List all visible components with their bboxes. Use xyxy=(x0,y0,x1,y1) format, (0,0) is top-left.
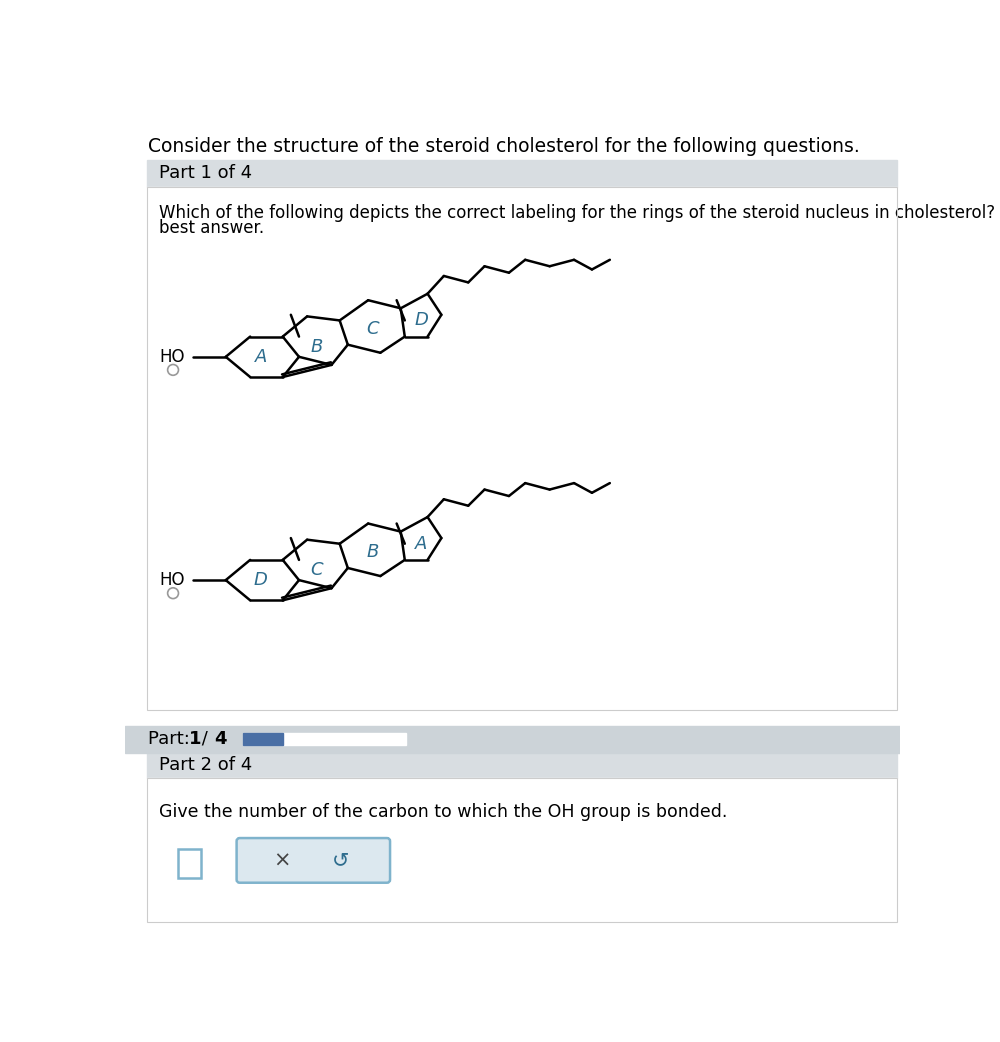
Text: ↺: ↺ xyxy=(332,850,349,870)
Bar xyxy=(243,733,406,745)
Text: C: C xyxy=(366,320,379,338)
Bar xyxy=(147,187,897,711)
Bar xyxy=(147,187,897,711)
Text: B: B xyxy=(311,338,323,356)
Bar xyxy=(147,159,897,187)
FancyBboxPatch shape xyxy=(237,838,390,883)
Bar xyxy=(125,725,900,752)
Text: 1: 1 xyxy=(189,729,201,748)
Circle shape xyxy=(168,588,178,598)
Text: HO: HO xyxy=(160,571,185,589)
Bar xyxy=(243,733,283,745)
Text: best answer.: best answer. xyxy=(159,219,264,237)
Bar xyxy=(147,778,897,922)
Bar xyxy=(147,778,897,922)
Text: /: / xyxy=(196,729,214,748)
Text: 4: 4 xyxy=(214,729,227,748)
Circle shape xyxy=(168,365,178,375)
Text: D: D xyxy=(254,571,268,589)
Text: A: A xyxy=(255,348,267,366)
Text: B: B xyxy=(366,543,378,561)
Bar xyxy=(178,849,201,878)
Text: A: A xyxy=(415,535,427,552)
Text: D: D xyxy=(414,312,428,329)
Text: Give the number of the carbon to which the OH group is bonded.: Give the number of the carbon to which t… xyxy=(159,802,727,821)
Text: Consider the structure of the steroid cholesterol for the following questions.: Consider the structure of the steroid ch… xyxy=(148,137,860,155)
Text: Part:: Part: xyxy=(148,729,196,748)
Text: Part 1 of 4: Part 1 of 4 xyxy=(159,164,252,181)
Text: Which of the following depicts the correct labeling for the rings of the steroid: Which of the following depicts the corre… xyxy=(159,204,1000,222)
Text: HO: HO xyxy=(160,348,185,366)
Bar xyxy=(147,752,897,778)
Text: ×: × xyxy=(274,850,291,870)
Text: Part 2 of 4: Part 2 of 4 xyxy=(159,755,252,774)
Text: C: C xyxy=(311,562,323,579)
